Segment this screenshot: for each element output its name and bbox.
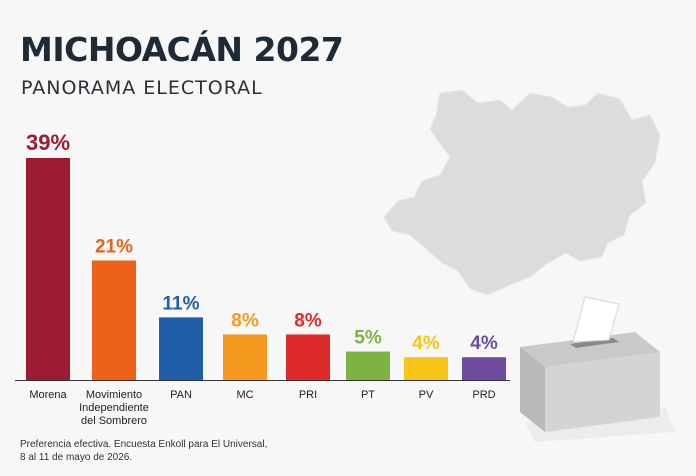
data-label: 39% [26, 130, 70, 155]
data-label: 4% [470, 333, 498, 354]
source-line-1: Preferencia efectiva. Encuesta Enkoll pa… [20, 439, 268, 450]
bar [159, 317, 203, 380]
data-label: 21% [95, 236, 133, 257]
category-label: PT [361, 389, 375, 401]
category-label: Morena [29, 389, 67, 401]
category-label: Independiente [79, 402, 149, 414]
category-label: Movimiento [86, 389, 142, 401]
bar [223, 334, 267, 380]
category-label: PRI [299, 389, 317, 401]
ballot-box-icon [520, 296, 675, 442]
data-label: 5% [354, 328, 382, 349]
data-label: 8% [294, 310, 322, 331]
category-label: MC [236, 389, 253, 401]
bar [462, 357, 506, 380]
page-subtitle: PANORAMA ELECTORAL [21, 77, 263, 99]
page-title: MICHOACÁN 2027 [20, 30, 344, 69]
bar [404, 357, 448, 380]
category-label: PAN [170, 389, 192, 401]
data-label: 11% [163, 293, 200, 314]
category-label: PRD [472, 389, 495, 401]
data-label: 4% [412, 333, 440, 354]
category-label: del Sombrero [81, 415, 147, 427]
bar [26, 158, 70, 380]
michoacan-map-icon [383, 89, 661, 296]
bar [286, 334, 330, 380]
source-note: Preferencia efectiva. Encuesta Enkoll pa… [20, 438, 320, 464]
bar [92, 260, 136, 380]
category-label: PV [419, 389, 434, 401]
source-line-2: 8 al 11 de mayo de 2026. [20, 452, 133, 463]
bar [346, 351, 390, 380]
data-label: 8% [231, 310, 259, 331]
